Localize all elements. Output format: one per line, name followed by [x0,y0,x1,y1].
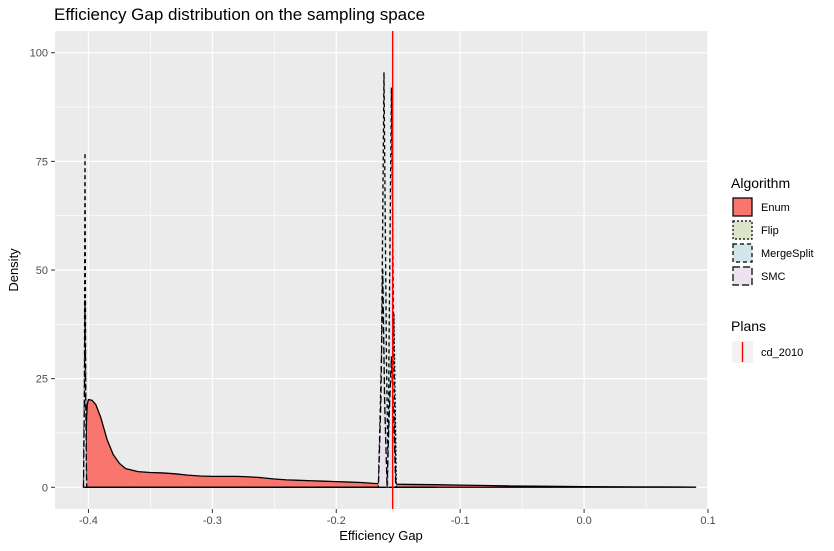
y-tick-label: 50 [36,265,48,277]
legend-key-mergesplit [732,243,753,263]
legend-key-flip [732,220,753,240]
x-tick-label: 0.0 [576,515,591,527]
legend-key-smc [732,266,753,286]
legend-key-enum [732,197,753,217]
legend-title-plans: Plans [731,318,766,334]
series-layer [82,71,697,488]
x-tick-label: -0.4 [79,515,98,527]
density-area-smc [82,269,437,488]
chart-title: Efficiency Gap distribution on the sampl… [54,5,425,24]
y-axis-title: Density [6,248,21,292]
legend-algorithm-items: Enum Flip MergeSplit SMC [732,197,814,286]
legend-plans-items: cd_2010 [732,341,803,363]
x-tick-label: -0.1 [451,515,470,527]
x-tick-label: -0.2 [327,515,346,527]
legend-label-enum: Enum [761,202,790,214]
legend-label-plan: cd_2010 [761,347,803,359]
x-axis: -0.4 -0.3 -0.2 -0.1 0.0 0.1 [79,509,716,527]
y-tick-label: 100 [30,48,48,60]
legend: Algorithm Enum Flip MergeSplit SMC Plans cd… [731,175,814,363]
legend-title-algorithm: Algorithm [731,175,790,191]
y-tick-label: 25 [36,374,48,386]
legend-label-mergesplit: MergeSplit [761,248,814,260]
legend-label-smc: SMC [761,271,786,283]
y-axis: 0 25 50 75 100 [30,48,55,494]
density-area-enum [84,398,697,488]
x-axis-title: Efficiency Gap [339,528,423,543]
grid-lines [55,31,709,509]
x-tick-label: -0.3 [203,515,222,527]
y-tick-label: 75 [36,156,48,168]
legend-label-flip: Flip [761,225,779,237]
y-tick-label: 0 [42,482,48,494]
x-tick-label: 0.1 [700,515,715,527]
